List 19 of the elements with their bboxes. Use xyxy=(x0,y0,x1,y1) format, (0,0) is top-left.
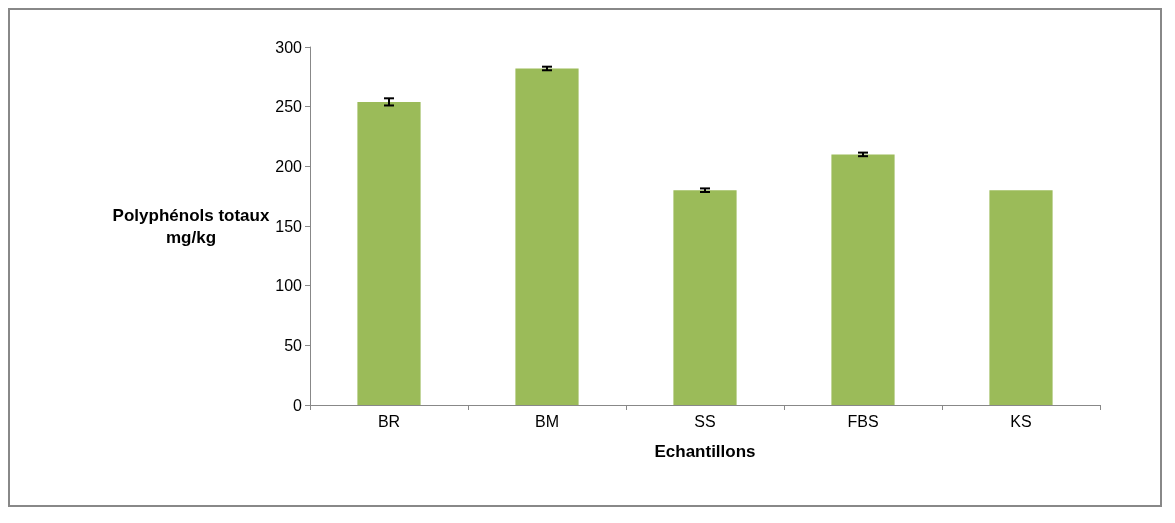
x-tick-label: KS xyxy=(1010,412,1032,430)
y-axis-title: Polyphénols totaux mg/kg xyxy=(112,205,270,247)
bar xyxy=(357,101,421,405)
y-tick-label: 100 xyxy=(275,277,303,295)
y-tick-label: 0 xyxy=(293,396,303,414)
bar xyxy=(989,190,1053,405)
x-tick-label: FBS xyxy=(847,412,879,430)
y-tick-label: 50 xyxy=(284,336,303,354)
x-tick-label: BR xyxy=(377,412,401,430)
y-tick-label: 300 xyxy=(275,38,303,56)
bar xyxy=(673,190,737,405)
bar xyxy=(515,68,579,405)
y-tick-label: 250 xyxy=(275,98,303,116)
x-axis-title: Echantillons xyxy=(654,442,756,461)
x-tick-label: BM xyxy=(535,412,559,430)
x-tick-label: SS xyxy=(694,412,716,430)
y-tick-label: 150 xyxy=(275,217,303,235)
y-tick-label: 200 xyxy=(275,157,303,175)
bar xyxy=(831,154,895,405)
